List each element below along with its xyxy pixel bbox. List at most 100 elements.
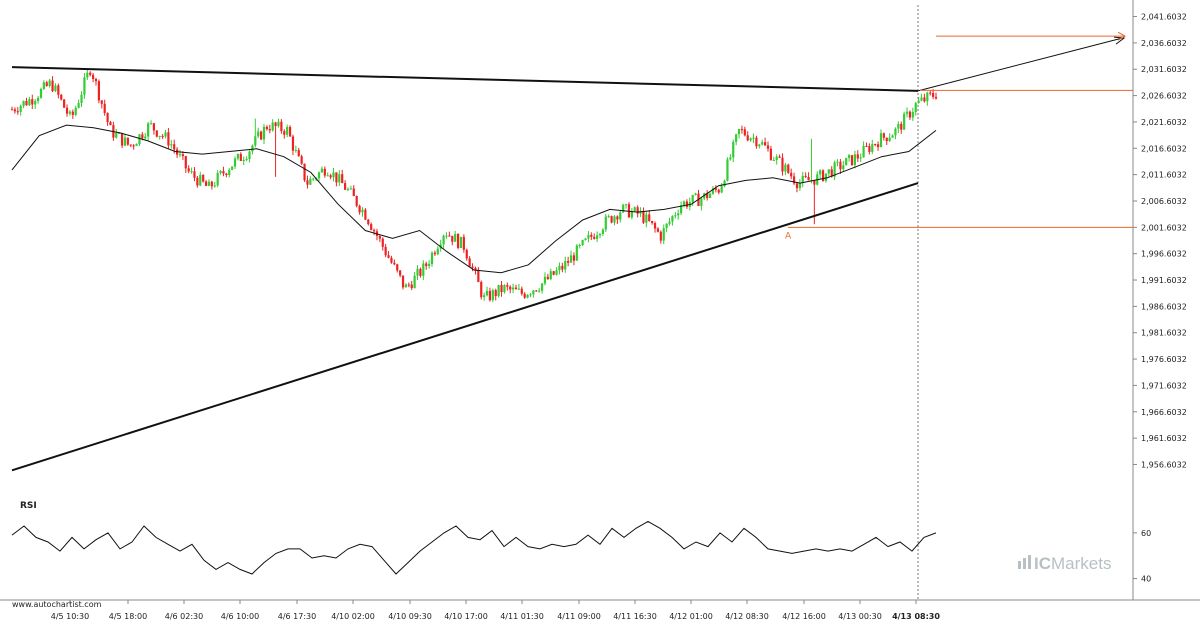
candle-body: [468, 258, 471, 267]
candle-body: [459, 236, 463, 249]
candle-body: [358, 205, 361, 213]
candle-body: [390, 257, 393, 263]
candle-body: [10, 109, 14, 111]
candle-body: [488, 290, 492, 301]
candle-body: [842, 165, 845, 170]
candle-body: [500, 284, 503, 293]
candle-body: [879, 133, 883, 148]
upper-trend-line: [11, 66, 919, 92]
candle-body: [300, 156, 303, 164]
candle-body: [862, 145, 865, 158]
candle-body: [410, 284, 413, 289]
candle-body: [926, 92, 929, 102]
candle-body: [167, 132, 170, 146]
candle-body: [320, 168, 324, 173]
candle-body: [94, 78, 98, 82]
candle-body: [164, 132, 167, 137]
candle-body: [199, 174, 202, 186]
candle-body: [401, 275, 405, 288]
candle-body: [239, 154, 242, 161]
candle-body: [474, 267, 477, 271]
candle-body: [115, 132, 118, 138]
candle-body: [871, 144, 874, 152]
candle-body: [929, 92, 932, 94]
candle-body: [894, 128, 897, 136]
candle-body: [622, 204, 625, 213]
candle-body: [555, 270, 558, 275]
candle-body: [173, 144, 176, 150]
candle-body: [685, 201, 688, 207]
arrow-head-icon: [1113, 36, 1126, 45]
candle-body: [286, 127, 289, 135]
x-tick-label: 4/10 17:00: [444, 612, 488, 621]
candle-body: [155, 130, 158, 137]
x-tick-label: 4/6 02:30: [165, 612, 203, 621]
candle-body: [804, 175, 807, 177]
y-tick-label: 1,991.6032: [1141, 276, 1187, 285]
y-tick-label: 1,976.6032: [1141, 355, 1187, 364]
candle-body: [262, 126, 266, 140]
x-tick-label: 4/6 10:00: [221, 612, 259, 621]
candle-body: [506, 285, 509, 287]
moving-average-line: [11, 124, 937, 274]
x-tick-label: 4/11 01:30: [500, 612, 544, 621]
y-tick-label: 2,016.6032: [1141, 144, 1187, 153]
candle-body: [674, 215, 677, 217]
candle-body: [908, 111, 912, 118]
candle-body: [74, 107, 77, 115]
candle-body: [659, 231, 662, 241]
candle-body: [404, 284, 408, 288]
candle-body: [633, 207, 636, 212]
candle-body: [903, 113, 906, 130]
candle-body: [196, 177, 199, 186]
candle-body: [288, 127, 292, 137]
candle-body: [656, 228, 660, 232]
candle-body: [248, 151, 251, 159]
candle-body: [627, 204, 631, 218]
candle-body: [349, 188, 352, 190]
candle-body: [219, 171, 222, 174]
candle-body: [97, 81, 100, 101]
candle-body: [601, 229, 604, 234]
candle-body: [36, 97, 40, 102]
candle-body: [494, 290, 497, 297]
candle-body: [485, 290, 489, 296]
candle-body: [798, 182, 801, 189]
y-tick-label: 1,986.6032: [1141, 302, 1187, 311]
candle-body: [254, 136, 257, 146]
candle-body: [561, 265, 564, 270]
candle-body: [306, 180, 309, 185]
rsi-line: [11, 520, 937, 575]
candle-body: [436, 248, 439, 255]
candle-body: [364, 209, 367, 220]
candle-body: [19, 105, 22, 112]
candle-body: [317, 172, 321, 179]
candle-body: [378, 236, 381, 239]
candle-body: [71, 111, 74, 115]
candle-body: [149, 123, 153, 125]
candle-body: [920, 97, 923, 101]
candle-body: [726, 159, 729, 181]
candle-body: [876, 144, 880, 148]
candle-body: [923, 97, 926, 102]
candle-body: [636, 207, 639, 214]
candle-body: [361, 209, 364, 213]
candle-body: [596, 235, 599, 239]
price-plot: [0, 0, 1200, 601]
candle-body: [161, 135, 164, 137]
candle-body: [578, 244, 581, 246]
candle-body: [265, 126, 268, 130]
candle-body: [569, 255, 573, 263]
candle-body: [297, 150, 300, 157]
candle-body: [590, 234, 593, 237]
candle-body: [251, 145, 254, 152]
candle-body: [60, 94, 63, 100]
candle-body: [465, 249, 468, 259]
candle-body: [752, 137, 755, 139]
candle-body: [138, 134, 141, 145]
candle-body: [549, 271, 552, 280]
candle-body: [735, 134, 738, 142]
candle-body: [22, 100, 25, 106]
candle-body: [31, 99, 34, 105]
